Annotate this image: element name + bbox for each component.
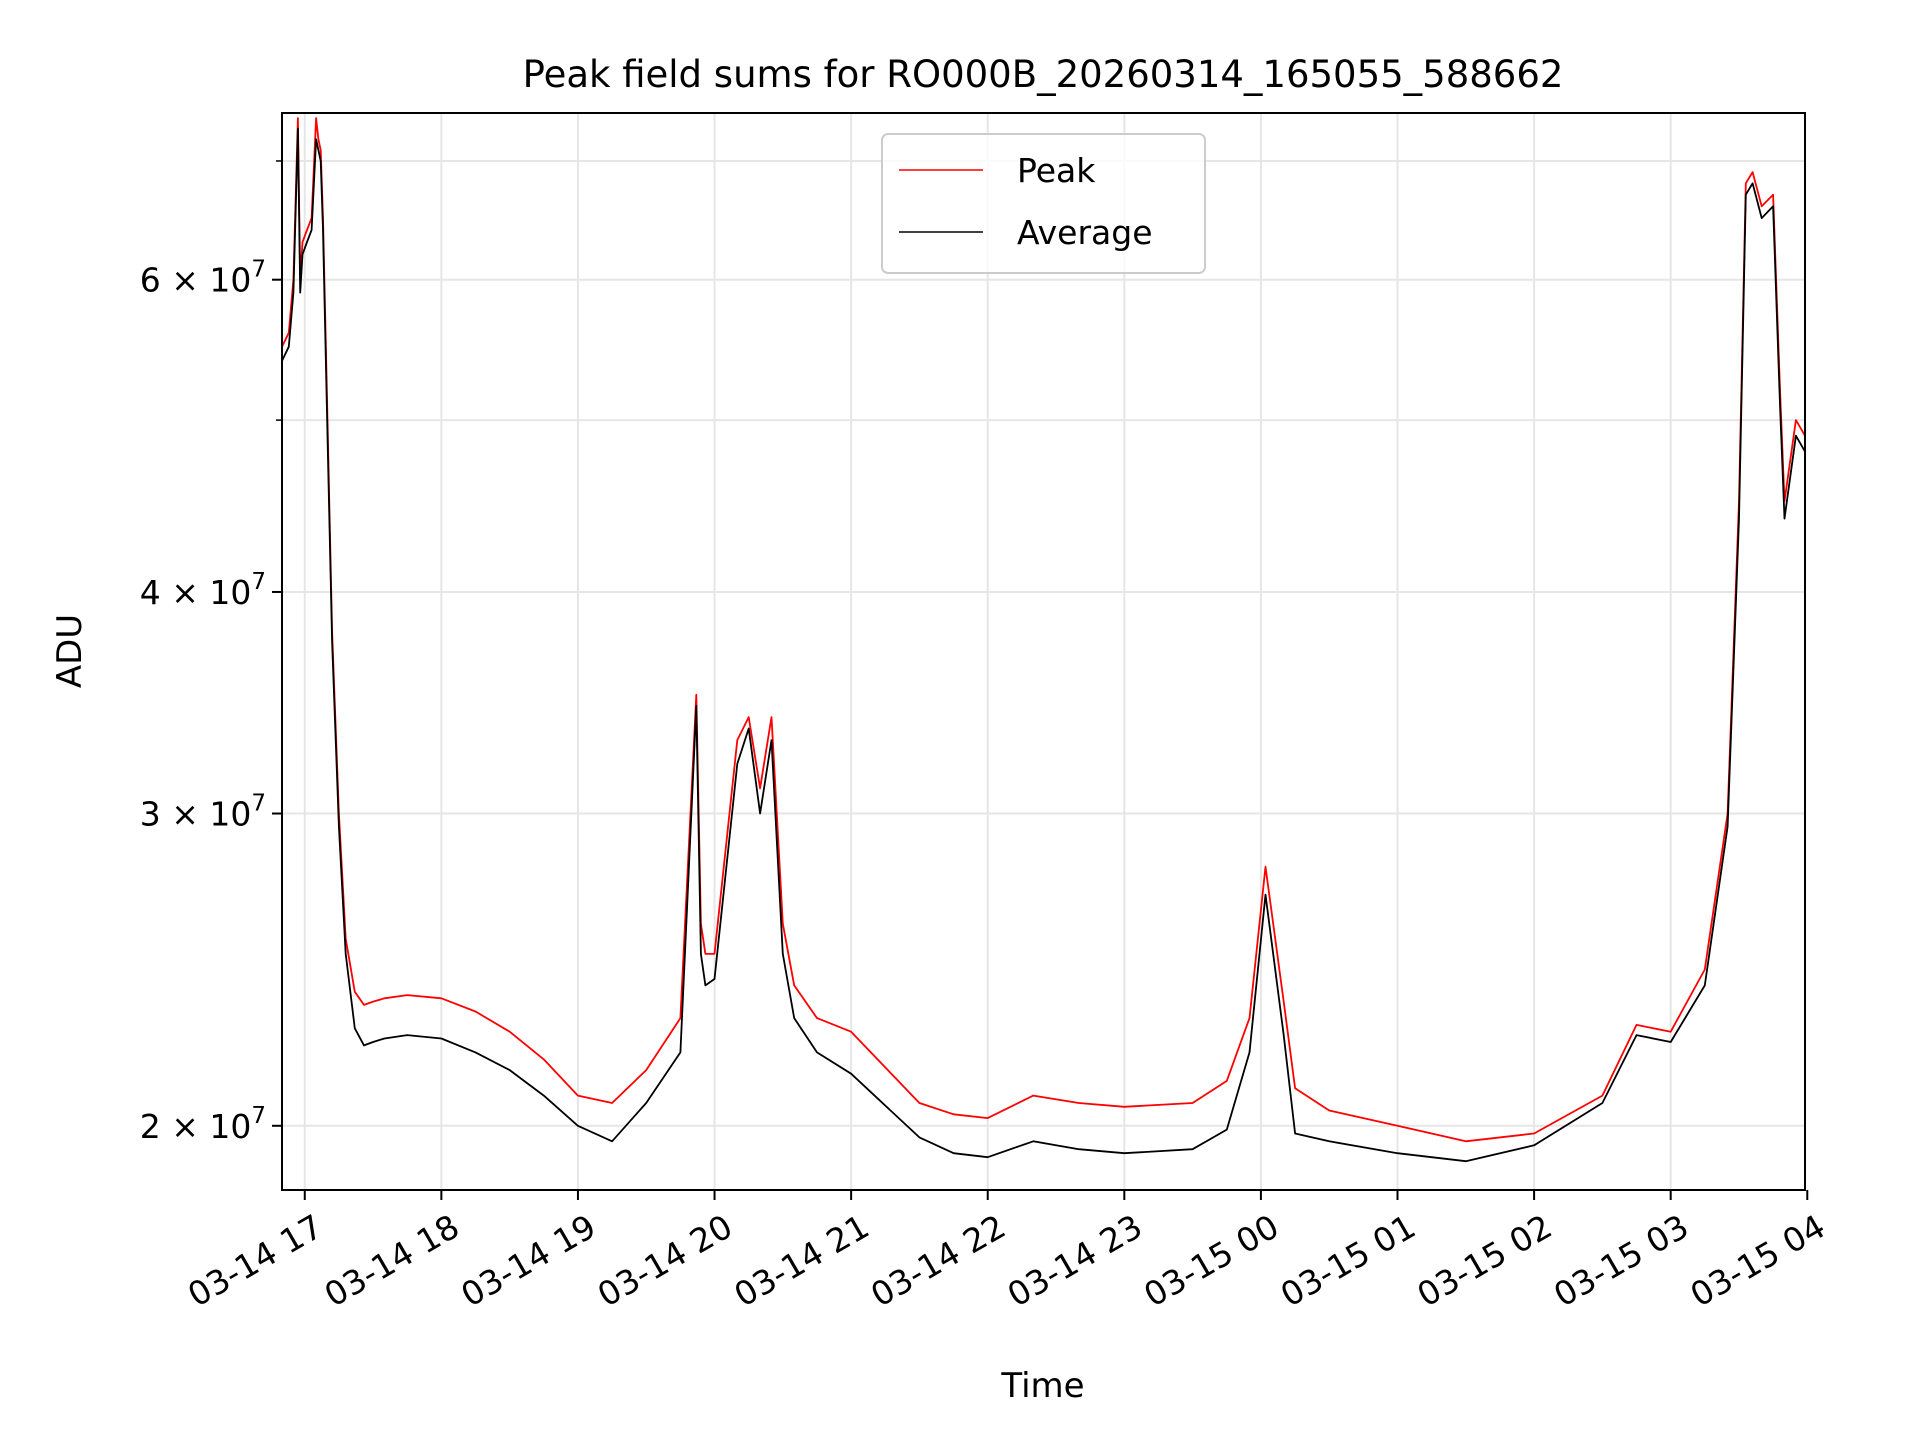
y-axis: 2 × 107 3 × 107 4 × 107 6 × 107	[140, 160, 282, 1146]
y-tick-label: 2 × 107	[140, 1103, 266, 1146]
legend: Peak Average	[881, 133, 1206, 274]
x-axis-label: Time	[1000, 1366, 1084, 1406]
plot-frame	[281, 112, 1806, 1191]
grid	[282, 113, 1805, 1190]
y-axis-label: ADU	[50, 614, 90, 688]
legend-box	[881, 133, 1206, 274]
y-tick-label: 6 × 107	[140, 257, 266, 300]
y-tick-label: 4 × 107	[140, 569, 266, 612]
chart-title: Peak field sums for RO000B_20260314_1650…	[523, 53, 1564, 96]
series-layer	[282, 117, 1805, 1163]
legend-label-peak: Peak	[1017, 151, 1096, 190]
legend-label-average: Average	[1017, 213, 1153, 252]
y-tick-label: 3 × 107	[140, 791, 266, 834]
series-line-average	[282, 127, 1805, 1163]
